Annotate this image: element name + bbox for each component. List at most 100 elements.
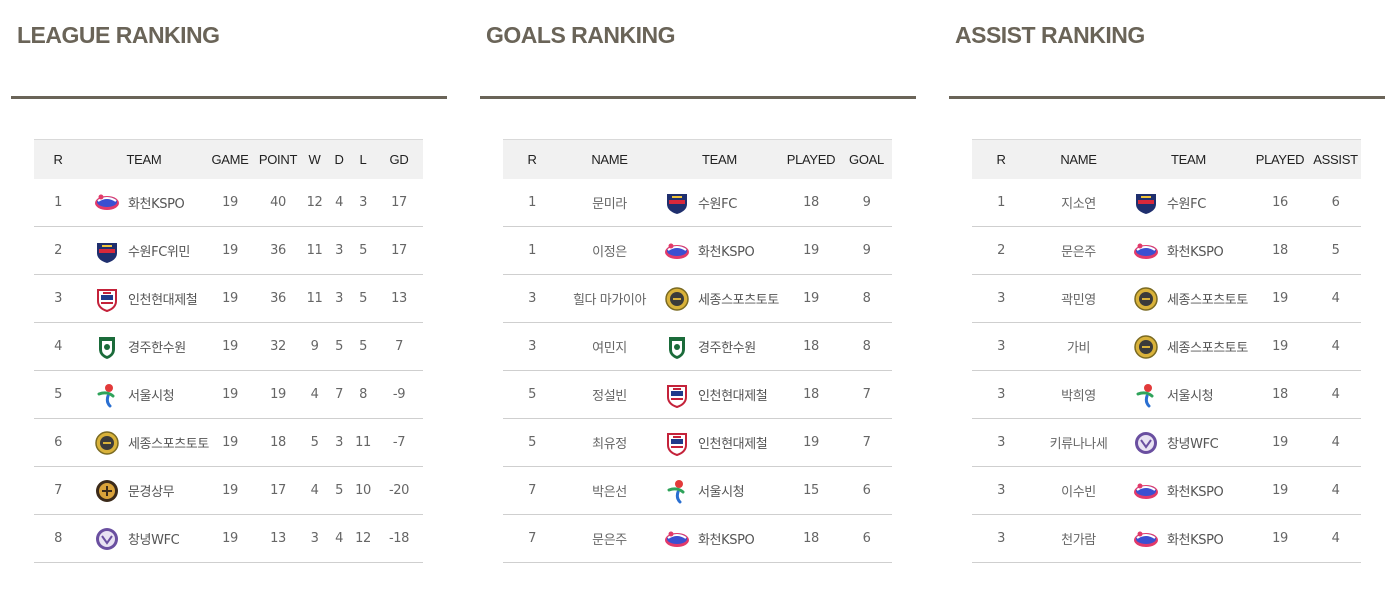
gd-cell: -7 — [375, 418, 423, 467]
team-link[interactable]: 세종스포츠토토 — [1127, 334, 1250, 360]
d-cell: 5 — [327, 466, 351, 515]
player-name-cell[interactable]: 곽민영 — [1030, 274, 1127, 323]
w-cell: 9 — [302, 322, 327, 371]
team-link[interactable]: 화천KSPO — [1127, 478, 1250, 504]
player-name-cell[interactable]: 문미라 — [561, 178, 658, 227]
table-row: 2 수원FC위민 19 36 11 3 5 17 — [34, 226, 423, 275]
team-link[interactable]: 화천KSPO — [658, 238, 781, 264]
assist-cell: 4 — [1310, 274, 1361, 323]
sejong-sportstoto-logo-icon — [1133, 286, 1159, 312]
rank-cell: 3 — [503, 322, 561, 371]
rank-cell: 5 — [503, 370, 561, 419]
point-cell: 18 — [254, 418, 302, 467]
table-row: 3 박희영 서울시청 18 4 — [972, 370, 1361, 419]
gd-cell: -9 — [375, 370, 423, 419]
changnyeong-wfc-logo-icon — [1133, 430, 1159, 456]
team-link[interactable]: 경주한수원 — [658, 334, 781, 360]
player-name-cell[interactable]: 가비 — [1030, 322, 1127, 371]
table-row: 5 최유정 인천현대제철 19 7 — [503, 418, 892, 467]
player-name-cell[interactable]: 정설빈 — [561, 370, 658, 419]
hwacheon-kspo-logo-icon — [1133, 478, 1159, 504]
player-name-cell[interactable]: 최유정 — [561, 418, 658, 467]
assist-cell: 4 — [1310, 514, 1361, 563]
table-row: 6 세종스포츠토토 19 18 5 3 11 -7 — [34, 418, 423, 467]
player-name-cell[interactable]: 키류나나세 — [1030, 418, 1127, 467]
player-name-cell[interactable]: 지소연 — [1030, 178, 1127, 227]
col-header-team: TEAM — [1127, 139, 1250, 179]
l-cell: 10 — [351, 466, 375, 515]
team-link[interactable]: 수원FC — [1127, 189, 1250, 215]
player-name-cell[interactable]: 박은선 — [561, 466, 658, 515]
team-link[interactable]: 세종스포츠토토 — [1127, 286, 1250, 312]
team-name: 수원FC위민 — [128, 245, 190, 260]
gd-cell: 17 — [375, 226, 423, 275]
team-cell: 문경상무 — [82, 466, 206, 515]
team-cell: 서울시청 — [82, 370, 206, 419]
team-name: 문경상무 — [128, 485, 175, 500]
team-cell: 경주한수원 — [658, 322, 781, 371]
team-name: 세종스포츠토토 — [698, 293, 779, 308]
player-name-cell[interactable]: 문은주 — [561, 514, 658, 563]
played-cell: 15 — [781, 466, 841, 515]
team-link[interactable]: 서울시청 — [82, 382, 206, 408]
team-link[interactable]: 창녕WFC — [1127, 430, 1250, 456]
assist-cell: 4 — [1310, 322, 1361, 371]
player-name-cell[interactable]: 박희영 — [1030, 370, 1127, 419]
col-header-win: W — [302, 139, 327, 179]
incheon-hyundai-steel-logo-icon — [94, 286, 120, 312]
suwon-fc-logo-icon — [664, 189, 690, 215]
team-link[interactable]: 서울시청 — [658, 478, 781, 504]
d-cell: 4 — [327, 514, 351, 563]
l-cell: 5 — [351, 226, 375, 275]
w-cell: 4 — [302, 370, 327, 419]
team-cell: 창녕WFC — [1127, 418, 1250, 467]
table-row: 3 곽민영 세종스포츠토토 19 4 — [972, 274, 1361, 323]
gyeongju-khnp-logo-icon — [664, 334, 690, 360]
team-link[interactable]: 인천현대제철 — [658, 382, 781, 408]
team-name: 화천KSPO — [128, 196, 185, 212]
played-cell: 19 — [1250, 274, 1310, 323]
d-cell: 5 — [327, 322, 351, 371]
player-name-cell[interactable]: 천가람 — [1030, 514, 1127, 563]
team-link[interactable]: 문경상무 — [82, 478, 206, 504]
gd-cell: 13 — [375, 274, 423, 323]
team-link[interactable]: 화천KSPO — [658, 526, 781, 552]
team-link[interactable]: 화천KSPO — [82, 189, 206, 215]
table-row: 7 박은선 서울시청 15 6 — [503, 466, 892, 515]
team-link[interactable]: 세종스포츠토토 — [82, 430, 209, 456]
team-link[interactable]: 세종스포츠토토 — [658, 286, 781, 312]
rank-cell: 4 — [34, 322, 82, 371]
player-name-cell[interactable]: 여민지 — [561, 322, 658, 371]
player-name-cell[interactable]: 이정은 — [561, 226, 658, 275]
table-header-row: R TEAM GAME POINT W D L GD — [34, 139, 423, 179]
seoul-city-logo-icon — [664, 478, 690, 504]
w-cell: 4 — [302, 466, 327, 515]
table-row: 3 힐다 마가이아 세종스포츠토토 19 8 — [503, 274, 892, 323]
team-link[interactable]: 화천KSPO — [1127, 526, 1250, 552]
rank-cell: 1 — [503, 226, 561, 275]
rank-cell: 3 — [503, 274, 561, 323]
player-name-cell[interactable]: 문은주 — [1030, 226, 1127, 275]
team-link[interactable]: 수원FC위민 — [82, 238, 206, 264]
team-name: 경주한수원 — [128, 341, 186, 356]
col-header-rank: R — [503, 139, 561, 179]
team-link[interactable]: 수원FC — [658, 189, 781, 215]
team-cell: 세종스포츠토토 — [82, 418, 209, 467]
game-cell: 19 — [206, 418, 254, 467]
player-name-cell[interactable]: 이수빈 — [1030, 466, 1127, 515]
goal-cell: 6 — [841, 514, 892, 563]
team-link[interactable]: 인천현대제철 — [658, 430, 781, 456]
rank-cell: 1 — [34, 178, 82, 227]
rank-cell: 2 — [972, 226, 1030, 275]
played-cell: 19 — [1250, 322, 1310, 371]
team-link[interactable]: 경주한수원 — [82, 334, 206, 360]
team-name: 화천KSPO — [698, 245, 755, 260]
team-link[interactable]: 화천KSPO — [1127, 238, 1250, 264]
league-ranking-table: R TEAM GAME POINT W D L GD 1 화천KSPO 19 40 12… — [34, 139, 423, 563]
team-link[interactable]: 창녕WFC — [82, 526, 206, 552]
team-link[interactable]: 서울시청 — [1127, 382, 1250, 408]
player-name-cell[interactable]: 힐다 마가이아 — [561, 274, 658, 323]
team-link[interactable]: 인천현대제철 — [82, 286, 206, 312]
w-cell: 3 — [302, 514, 327, 563]
changnyeong-wfc-logo-icon — [94, 526, 120, 552]
